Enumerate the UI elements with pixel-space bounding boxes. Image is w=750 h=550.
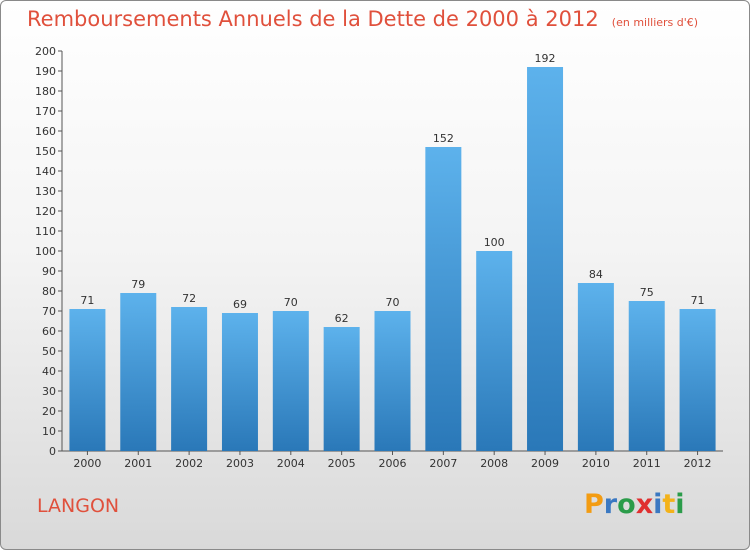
x-tick-label: 2002: [175, 457, 203, 470]
logo-letter: i: [653, 489, 663, 520]
bar-value-label: 72: [182, 292, 196, 305]
x-tick-label: 2004: [277, 457, 305, 470]
logo-letter: t: [662, 489, 676, 520]
x-tick-label: 2000: [73, 457, 101, 470]
bar-value-label: 62: [335, 312, 349, 325]
y-tick-label: 70: [42, 305, 56, 318]
y-tick-label: 200: [35, 45, 56, 58]
bar: [425, 147, 462, 451]
bar: [374, 311, 411, 451]
x-tick-label: 2001: [124, 457, 152, 470]
x-tick-label: 2011: [633, 457, 661, 470]
x-tick-label: 2003: [226, 457, 254, 470]
bar-value-label: 70: [284, 296, 298, 309]
y-tick-label: 120: [35, 205, 56, 218]
bar: [221, 313, 258, 451]
bar-value-label: 71: [80, 294, 94, 307]
bar-value-label: 84: [589, 268, 603, 281]
bar: [69, 309, 106, 451]
bar: [628, 301, 665, 451]
y-tick-label: 180: [35, 85, 56, 98]
x-tick-label: 2009: [531, 457, 559, 470]
x-tick-label: 2012: [684, 457, 712, 470]
bar: [323, 327, 360, 451]
y-tick-label: 190: [35, 65, 56, 78]
y-tick-label: 50: [42, 345, 56, 358]
bar-value-label: 69: [233, 298, 247, 311]
bar-value-label: 70: [386, 296, 400, 309]
logo-letter: P: [584, 489, 604, 520]
y-tick-label: 130: [35, 185, 56, 198]
bar: [679, 309, 716, 451]
chart-unit-note: (en milliers d'€): [611, 16, 699, 29]
y-tick-label: 170: [35, 105, 56, 118]
bar-value-label: 79: [131, 278, 145, 291]
bar-value-label: 100: [484, 236, 505, 249]
y-tick-label: 100: [35, 245, 56, 258]
y-tick-label: 160: [35, 125, 56, 138]
logo-letter: i: [675, 489, 685, 520]
y-tick-label: 140: [35, 165, 56, 178]
x-tick-label: 2008: [480, 457, 508, 470]
bar: [577, 283, 614, 451]
bar-value-label: 152: [433, 132, 454, 145]
logo-letter: x: [635, 489, 654, 520]
y-tick-label: 60: [42, 325, 56, 338]
logo-letter: r: [603, 489, 618, 520]
town-name: LANGON: [37, 495, 120, 517]
x-tick-label: 2007: [429, 457, 457, 470]
bar: [476, 251, 513, 451]
chart-title-block: Remboursements Annuels de la Dette de 20…: [27, 7, 698, 31]
bar-value-label: 192: [535, 52, 556, 65]
y-tick-label: 10: [42, 425, 56, 438]
bar-value-label: 71: [691, 294, 705, 307]
y-tick-label: 90: [42, 265, 56, 278]
proxiti-logo: Proxiti: [584, 489, 685, 520]
bar: [272, 311, 309, 451]
bar-value-label: 75: [640, 286, 654, 299]
x-tick-label: 2006: [379, 457, 407, 470]
x-tick-label: 2010: [582, 457, 610, 470]
bar: [527, 67, 564, 451]
y-tick-label: 80: [42, 285, 56, 298]
x-tick-label: 2005: [328, 457, 356, 470]
logo-letter: o: [617, 489, 636, 520]
chart-title: Remboursements Annuels de la Dette de 20…: [27, 7, 599, 31]
y-tick-label: 30: [42, 385, 56, 398]
y-tick-label: 150: [35, 145, 56, 158]
y-tick-label: 20: [42, 405, 56, 418]
y-tick-label: 0: [49, 445, 56, 458]
y-tick-label: 110: [35, 225, 56, 238]
bar: [120, 293, 157, 451]
y-tick-label: 40: [42, 365, 56, 378]
bar: [171, 307, 208, 451]
